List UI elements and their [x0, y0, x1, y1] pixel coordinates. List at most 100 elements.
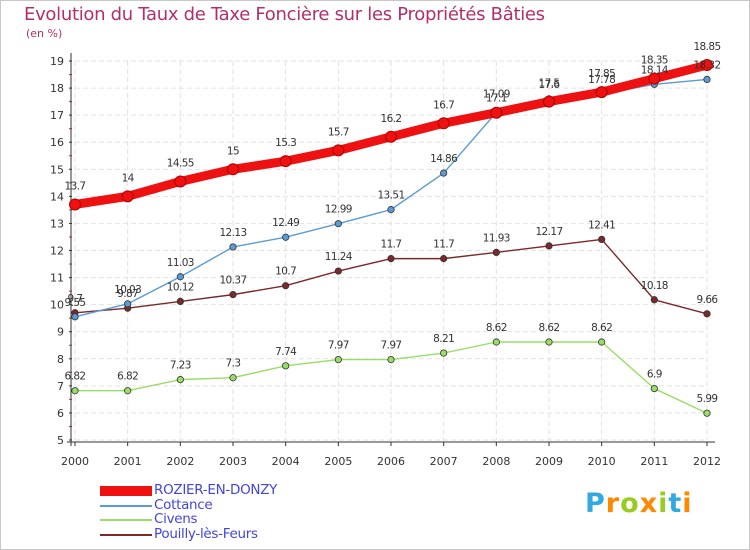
data-point [440, 169, 448, 177]
data-point [650, 296, 658, 304]
data-point [279, 155, 292, 168]
data-label: 12.17 [535, 226, 562, 238]
data-label: 7.3 [226, 358, 241, 370]
data-point [385, 130, 397, 143]
data-label: 17.5 [539, 78, 560, 90]
x-tick-label: 2000 [61, 455, 89, 468]
data-point [440, 255, 448, 263]
data-label: 11.7 [433, 239, 454, 251]
data-point [69, 198, 81, 211]
data-label: 17.85 [588, 68, 615, 80]
data-point [545, 338, 553, 346]
data-point [648, 72, 661, 85]
y-tick-label: 8 [57, 353, 64, 366]
data-point [227, 163, 239, 176]
series-lines [69, 59, 713, 417]
data-label: 7.23 [170, 360, 191, 372]
data-point [282, 282, 290, 290]
x-tick-label: 2012 [693, 455, 721, 468]
data-label: 12.99 [325, 204, 352, 216]
data-point [490, 106, 503, 119]
x-tick-label: 2004 [272, 455, 300, 468]
data-label: 7.74 [275, 346, 297, 358]
data-label: 11.93 [483, 232, 510, 244]
logo-letter: i [658, 488, 669, 519]
data-label: 15 [227, 145, 239, 157]
data-label: 15.7 [328, 126, 349, 138]
data-label: 10.03 [114, 284, 141, 296]
logo-letter: t [668, 488, 683, 519]
logo-letter: P [585, 488, 606, 519]
data-label: 9.66 [697, 294, 719, 306]
data-point [229, 243, 237, 251]
y-tick-label: 12 [50, 245, 64, 258]
logo-letter: o [620, 488, 640, 519]
y-tick-label: 7 [57, 380, 64, 393]
data-label: 18.35 [641, 55, 668, 67]
data-label: 12.13 [219, 227, 246, 239]
data-point [543, 95, 555, 108]
data-label: 18.32 [693, 59, 720, 71]
legend-swatch [100, 504, 152, 507]
y-tick-label: 19 [50, 55, 64, 68]
data-label: 13.7 [65, 180, 86, 192]
data-label: 16.2 [381, 113, 402, 125]
data-point [595, 86, 608, 99]
data-label: 7.97 [381, 340, 402, 352]
data-label: 14 [122, 172, 135, 184]
data-point [440, 349, 448, 357]
data-point [598, 235, 606, 244]
data-point [176, 297, 184, 305]
data-point [387, 355, 395, 364]
data-point [124, 387, 132, 395]
data-label: 9.87 [117, 288, 138, 300]
data-label: 17.1 [486, 92, 507, 104]
data-label: 6.9 [647, 369, 662, 381]
data-label: 16.7 [433, 99, 454, 111]
legend-swatch [100, 519, 152, 521]
y-tick-label: 9 [57, 326, 64, 339]
data-point [282, 233, 290, 241]
logo-letter: i [682, 488, 693, 519]
y-tick-label: 11 [50, 272, 64, 285]
data-label: 14.86 [430, 153, 458, 165]
legend-label: ROZIER-EN-DONZY [154, 482, 278, 498]
y-tick-label: 17 [50, 109, 64, 122]
data-point [703, 75, 711, 84]
x-tick-labels: 2000 2001 2002 2003 2004 2005 2006 2007 2008 2009… [61, 455, 721, 468]
data-label: 10.37 [219, 275, 246, 287]
x-tick-label: 2008 [482, 455, 510, 468]
data-label: 12.49 [272, 217, 299, 229]
data-label: 17.78 [588, 74, 615, 86]
data-point [71, 387, 79, 395]
data-point [598, 338, 606, 346]
data-point [701, 59, 713, 72]
data-label: 8.21 [433, 333, 454, 345]
data-point [437, 117, 450, 130]
data-label: 7.97 [328, 340, 349, 352]
data-label: 6.82 [65, 371, 86, 383]
y-tick-label: 10 [50, 299, 64, 312]
data-label: 10.18 [641, 280, 668, 292]
y-axis-unit: (en %) [26, 27, 63, 40]
data-point [387, 206, 395, 214]
x-tick-label: 2001 [114, 455, 142, 468]
data-point [71, 313, 79, 321]
data-label: 11.24 [325, 251, 353, 263]
proxiti-logo: Proxiti [585, 488, 693, 519]
legend-label: Pouilly-lès-Feurs [154, 525, 258, 542]
x-tick-label: 2007 [430, 455, 458, 468]
x-tick-label: 2002 [166, 455, 194, 468]
data-label: 8.62 [591, 322, 612, 334]
data-label: 8.62 [486, 322, 507, 334]
data-label: 10.12 [167, 281, 194, 293]
y-tick-label: 14 [50, 190, 64, 203]
data-point [121, 190, 134, 203]
data-point [332, 144, 345, 157]
data-label: 18.14 [641, 64, 669, 76]
data-label: 17.6 [539, 79, 561, 91]
y-tick-label: 16 [50, 136, 64, 149]
data-point [387, 255, 395, 263]
